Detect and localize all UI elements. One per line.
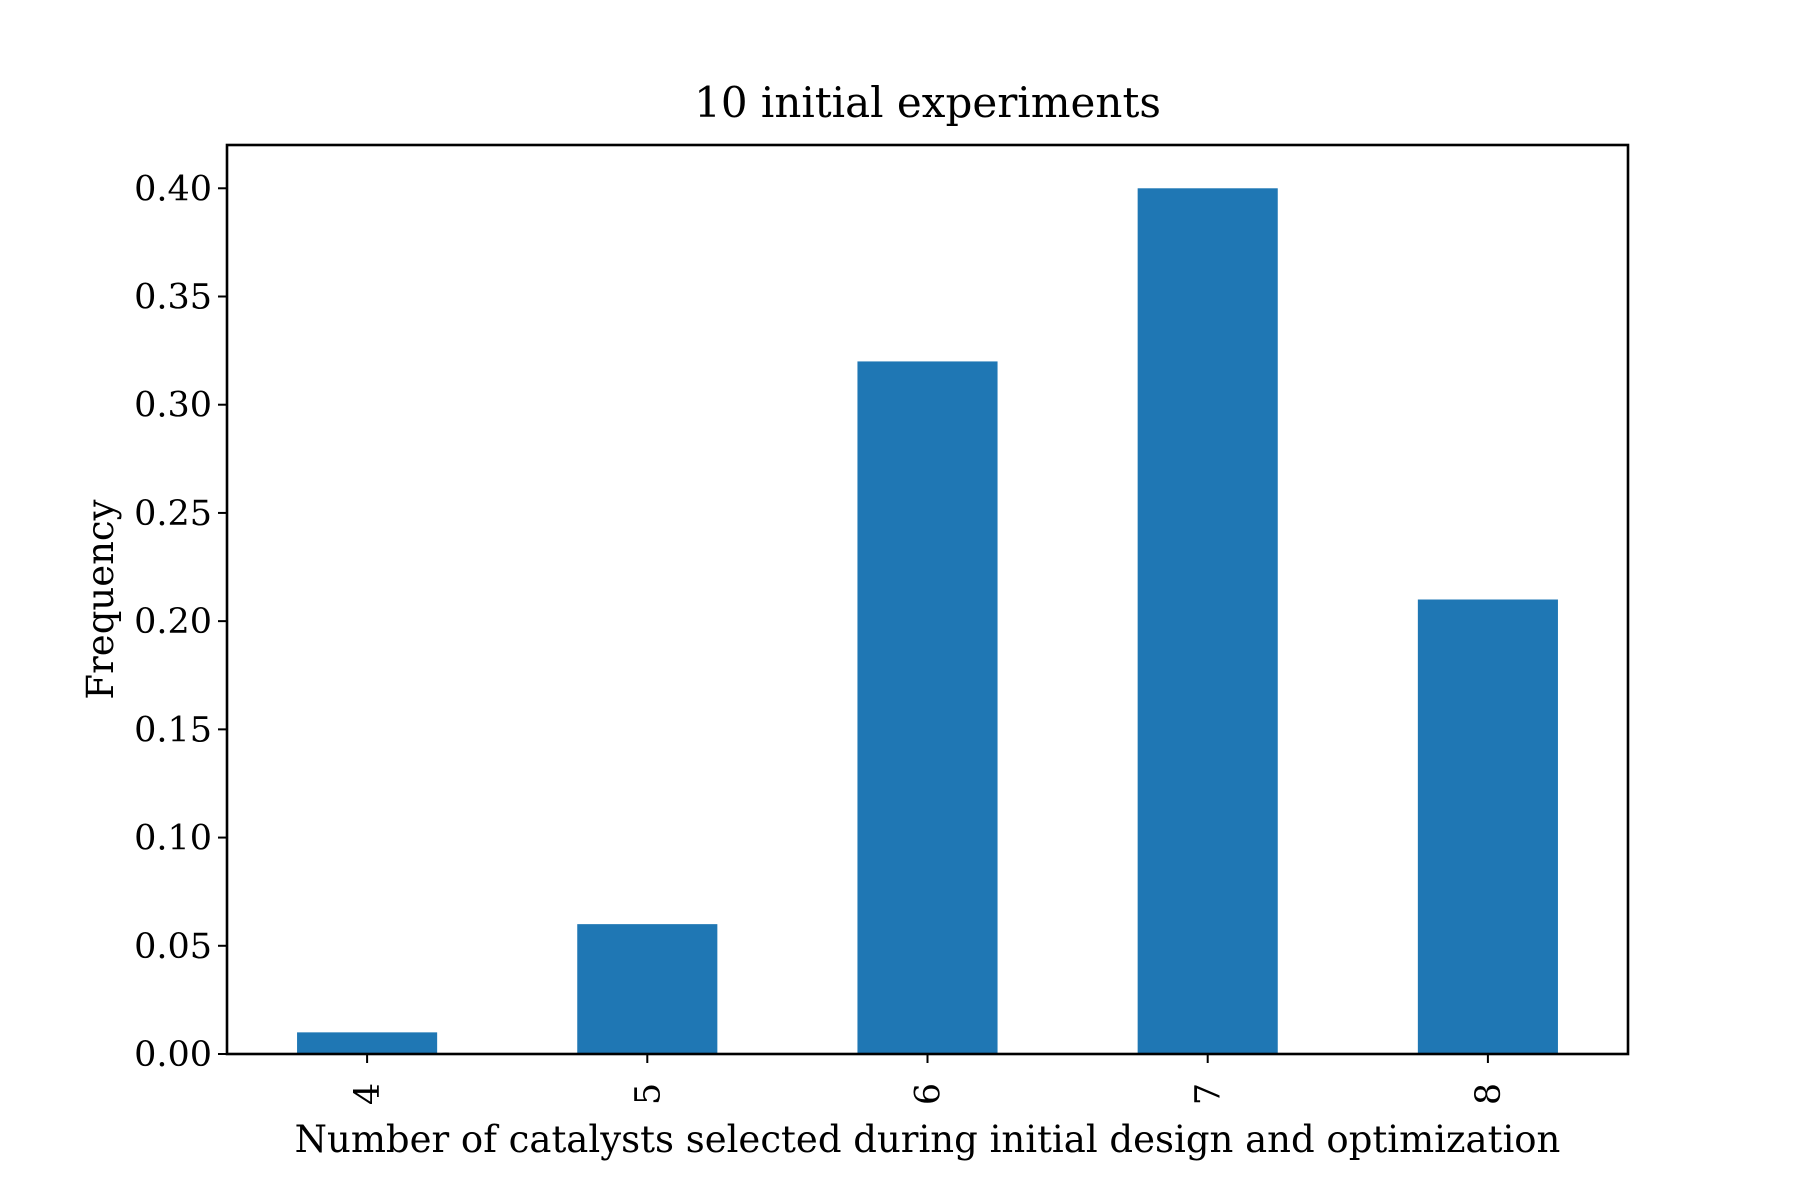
- x-tick-label: 6: [909, 1083, 949, 1105]
- bar-7: [1137, 188, 1278, 1055]
- x-axis: 4 5 6 7 8: [348, 1054, 1509, 1105]
- chart-title: 10 initial experiments: [694, 78, 1161, 127]
- bar-6: [857, 361, 998, 1054]
- y-tick-label: 0.25: [134, 494, 212, 534]
- y-tick-label: 0.40: [134, 169, 212, 209]
- x-axis-label: Number of catalysts selected during init…: [295, 1118, 1561, 1161]
- x-tick-label: 8: [1469, 1083, 1509, 1105]
- y-tick-label: 0.30: [134, 386, 212, 426]
- x-tick-label: 7: [1189, 1083, 1229, 1105]
- y-tick-label: 0.20: [134, 602, 212, 642]
- y-axis: 0.00 0.05 0.10 0.15 0.20 0.25 0.30 0.35 0.40: [134, 169, 227, 1075]
- bars-layer: [297, 188, 1558, 1055]
- y-tick-label: 0.00: [134, 1035, 212, 1075]
- bar-4: [297, 1032, 438, 1054]
- x-tick-label: 4: [348, 1083, 388, 1105]
- x-tick-label: 5: [628, 1083, 668, 1105]
- y-axis-label: Frequency: [79, 499, 122, 699]
- bar-5: [577, 924, 718, 1054]
- y-tick-label: 0.10: [134, 819, 212, 859]
- y-tick-label: 0.15: [134, 710, 212, 750]
- y-tick-label: 0.35: [134, 278, 212, 318]
- y-tick-label: 0.05: [134, 927, 212, 967]
- bar-8: [1417, 599, 1558, 1054]
